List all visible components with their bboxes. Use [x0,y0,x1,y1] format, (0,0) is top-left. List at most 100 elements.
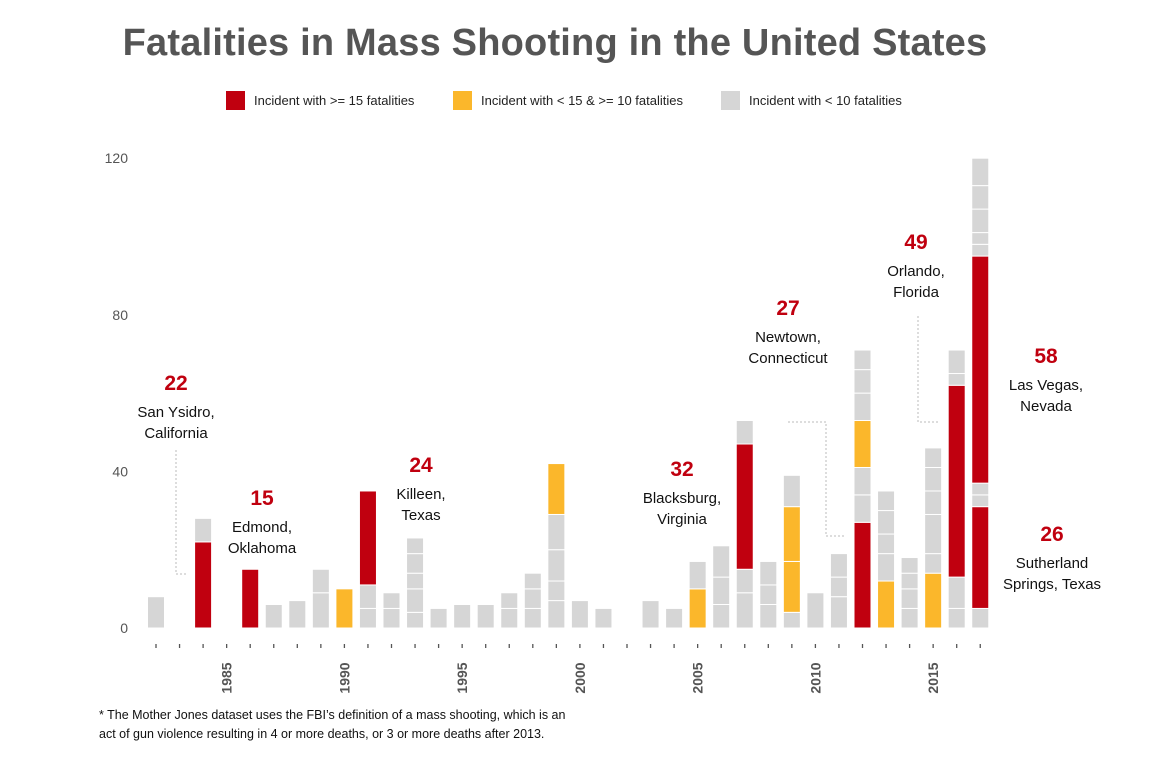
legend-item-red: Incident with >= 15 fatalities [226,89,414,111]
x-tick-label: 2000 [572,662,588,693]
bar-segment [853,466,872,496]
bar-segment [147,596,165,629]
annotation-label: California [144,425,208,442]
bar-segment [665,607,684,629]
bar-segment [853,494,872,523]
bar-segment [264,604,283,629]
bar-segment [288,600,307,629]
bar-segment [547,549,566,582]
bar-segment [971,232,990,245]
annotation-leader-line [917,316,940,423]
bar-segment [971,255,990,484]
bar-segment [947,373,966,386]
bar-segment [358,490,377,586]
bar-segment [547,463,566,515]
bar-segment [735,592,754,629]
bar-segment [853,420,872,468]
bar-segment [877,553,896,582]
annotation-label: Texas [401,507,440,524]
bar-segment [877,510,896,535]
bar-segment [523,588,542,609]
bar-segment [688,560,707,590]
bar-segment [877,580,896,629]
bar-segment [523,607,542,629]
bar-segment [759,584,778,606]
bar-segment [971,494,990,508]
bar-segment [924,553,943,574]
x-tick-label: 2005 [690,662,706,693]
annotation-leader-line [175,450,186,575]
bar-segment [853,349,872,371]
legend-item-gray: Incident with < 10 fatalities [721,89,902,111]
bar-segment [947,607,966,629]
bar-segment [406,588,425,613]
legend: Incident with >= 15 fatalities Incident … [0,89,1149,113]
bar-segment [500,592,519,609]
bar-segment [853,369,872,394]
y-tick-label: 40 [112,463,128,479]
x-tick-label: 1985 [219,662,235,693]
x-tick-label: 1995 [454,662,470,693]
annotation-number: 15 [250,487,274,510]
bar-segment [924,466,943,492]
bar-segment [971,607,990,629]
bar-segment [924,490,943,515]
bar-segment [453,604,472,629]
bar-segment [947,349,966,375]
y-tick-label: 0 [120,620,128,636]
x-tick-label: 1990 [336,662,352,693]
annotation-label: Killeen, [396,486,445,503]
bar-segment [900,572,919,590]
annotation-label: Edmond, [232,519,292,536]
bar-segment [382,607,401,629]
y-tick-label: 80 [112,307,128,323]
bar-segment [194,517,213,543]
annotation-label: San Ysidro, [137,404,214,421]
bar-segment [406,572,425,590]
bar-segment [829,553,848,578]
annotation-number: 49 [904,231,927,254]
annotation-label: Springs, Texas [1003,576,1101,593]
bar-segment [712,576,731,606]
bar-segment [877,490,896,512]
bar-segment [971,185,990,210]
bar-segment [688,588,707,629]
bar-segment [406,611,425,629]
bar-segment [829,576,848,598]
bar-segment [594,607,613,629]
bar-segment [900,588,919,609]
legend-label-gray: Incident with < 10 fatalities [749,92,902,108]
bar-segment [782,611,801,629]
legend-swatch-gray [721,90,740,110]
annotation-number: 24 [409,454,433,477]
bar-segment [971,506,990,609]
bar-segment [971,157,990,187]
bar-segment [547,580,566,602]
annotation-label: Las Vegas, [1009,377,1083,394]
bar-segment [971,482,990,496]
bar-segment [806,592,825,629]
footnote-line-1: * The Mother Jones dataset uses the FBI’… [99,708,566,722]
bar-segment [971,208,990,234]
legend-item-gold: Incident with < 15 & >= 10 fatalities [453,89,683,111]
footnote: * The Mother Jones dataset uses the FBI’… [99,706,619,744]
annotation-number: 27 [776,297,799,320]
annotation-label: Blacksburg, [643,490,721,507]
bar-segment [924,572,943,629]
bar-segment [900,607,919,629]
bar-segment [311,568,330,594]
annotation-label: Orlando, [887,263,945,280]
legend-label-red: Incident with >= 15 fatalities [254,92,415,108]
annotation-label: Newtown, [755,329,821,346]
bar-segment [947,576,966,609]
bar-segment [712,545,731,578]
bar-segment [382,592,401,609]
bar-segment [641,600,660,629]
bar-segment [476,604,495,629]
bar-segment [241,568,260,629]
annotation-number: 32 [670,458,693,481]
bar-segment [947,384,966,578]
x-tick-label: 2015 [925,662,941,693]
chart-title: Fatalities in Mass Shooting in the Unite… [122,22,988,64]
